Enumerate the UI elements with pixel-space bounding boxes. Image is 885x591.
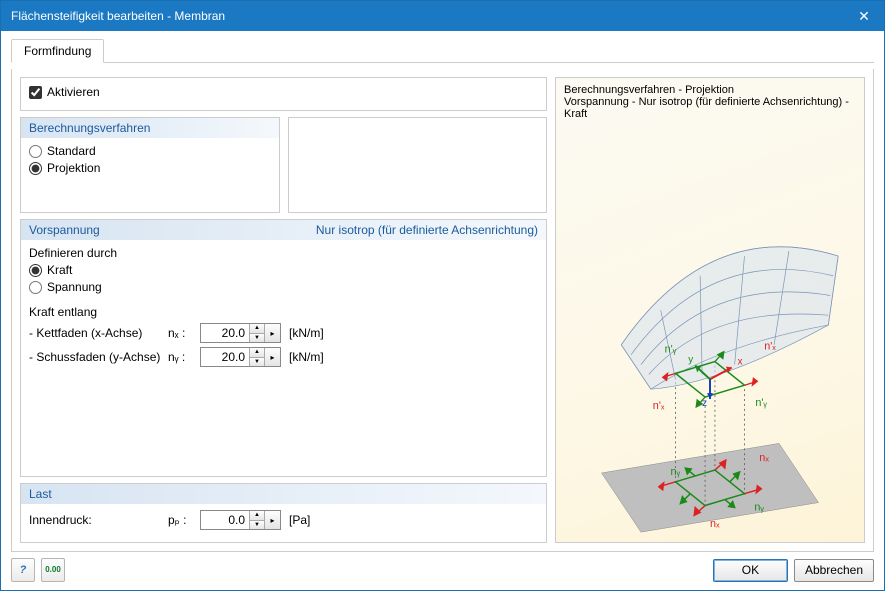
- prestress-group: Vorspannung Nur isotrop (für definierte …: [20, 219, 547, 477]
- label-nx-bottom2: nₓ: [759, 452, 769, 464]
- pressure-sym: pₚ :: [168, 513, 196, 527]
- row-pressure: Innendruck: pₚ : ▲ ▼ ▸ [Pa]: [29, 510, 538, 530]
- radio-stress[interactable]: Spannung: [29, 280, 538, 294]
- cancel-button[interactable]: Abbrechen: [794, 559, 874, 582]
- radio-standard-input[interactable]: [29, 145, 42, 158]
- pressure-picker-icon[interactable]: ▸: [264, 511, 280, 529]
- radio-projection[interactable]: Projektion: [29, 161, 271, 175]
- prestress-title-text: Vorspannung: [29, 223, 100, 237]
- prestress-title: Vorspannung Nur isotrop (für definierte …: [21, 220, 546, 240]
- label-ny-bottom2: nᵧ: [754, 501, 764, 513]
- tab-panel: Aktivieren Berechnungsverfahren Standard…: [11, 69, 874, 552]
- warp-sym: nₓ :: [168, 326, 196, 340]
- activate-checkbox-row[interactable]: Aktivieren: [29, 85, 538, 99]
- label-nxp2: n'ₓ: [653, 400, 665, 412]
- force-along-label: Kraft entlang: [29, 305, 538, 319]
- pressure-input[interactable]: [201, 511, 249, 529]
- radio-force-input[interactable]: [29, 264, 42, 277]
- radio-force-label: Kraft: [47, 263, 72, 277]
- nx-unit: [kN/m]: [289, 326, 324, 340]
- label-nyp: n'ᵧ: [665, 344, 677, 356]
- radio-stress-label: Spannung: [47, 280, 102, 294]
- pressure-down-icon[interactable]: ▼: [250, 521, 264, 530]
- define-by-label: Definieren durch: [29, 246, 538, 260]
- preview-panel: Berechnungsverfahren - Projektion Vorspa…: [555, 77, 865, 543]
- projection-diagram: nₓ nₓ nᵧ nᵧ: [556, 118, 864, 542]
- ny-input[interactable]: [201, 348, 249, 366]
- radio-standard[interactable]: Standard: [29, 144, 271, 158]
- label-z: z: [702, 398, 707, 409]
- prestress-note: Nur isotrop (für definierte Achsenrichtu…: [316, 223, 538, 237]
- load-group: Last Innendruck: pₚ : ▲ ▼ ▸ [Pa]: [20, 483, 547, 543]
- load-title: Last: [21, 484, 546, 504]
- window-title: Flächensteifigkeit bearbeiten - Membran: [11, 9, 844, 23]
- pressure-unit: [Pa]: [289, 513, 310, 527]
- label-x: x: [738, 357, 743, 368]
- ny-up-icon[interactable]: ▲: [250, 348, 264, 358]
- content-area: Formfindung Aktivieren Berechnungsverfah…: [1, 31, 884, 590]
- radio-force[interactable]: Kraft: [29, 263, 538, 277]
- close-icon[interactable]: ✕: [844, 1, 884, 31]
- pressure-spinner[interactable]: ▲ ▼ ▸: [200, 510, 281, 530]
- label-nx-bottom: nₓ: [710, 518, 720, 530]
- pressure-up-icon[interactable]: ▲: [250, 511, 264, 521]
- pressure-label: Innendruck:: [29, 513, 164, 527]
- warp-label: - Kettfaden (x-Achse): [29, 326, 164, 340]
- label-nxp: n'ₓ: [764, 341, 776, 353]
- info-line-2: Vorspannung - Nur isotrop (für definiert…: [564, 96, 856, 120]
- activate-group: Aktivieren: [20, 77, 547, 111]
- tab-formfindung[interactable]: Formfindung: [11, 39, 104, 63]
- nx-input[interactable]: [201, 324, 249, 342]
- dialog-window: Flächensteifigkeit bearbeiten - Membran …: [0, 0, 885, 591]
- calc-row: Berechnungsverfahren Standard Projektion: [20, 117, 547, 213]
- label-y: y: [688, 355, 693, 366]
- nx-picker-icon[interactable]: ▸: [264, 324, 280, 342]
- info-line-1: Berechnungsverfahren - Projektion: [564, 84, 856, 96]
- ok-button[interactable]: OK: [713, 559, 788, 582]
- left-column: Aktivieren Berechnungsverfahren Standard…: [20, 77, 547, 543]
- dialog-button-row: ? 0.00 OK Abbrechen: [11, 558, 874, 582]
- help-icon[interactable]: ?: [11, 558, 35, 582]
- nx-down-icon[interactable]: ▼: [250, 334, 264, 343]
- activate-checkbox[interactable]: [29, 86, 42, 99]
- row-nx: - Kettfaden (x-Achse) nₓ : ▲ ▼ ▸ [kN/m]: [29, 323, 538, 343]
- radio-stress-input[interactable]: [29, 281, 42, 294]
- ny-unit: [kN/m]: [289, 350, 324, 364]
- radio-standard-label: Standard: [47, 144, 96, 158]
- tab-strip: Formfindung: [11, 39, 874, 63]
- weft-sym: nᵧ :: [168, 350, 196, 364]
- calc-title: Berechnungsverfahren: [21, 118, 279, 138]
- calc-group-empty: [288, 117, 548, 213]
- ny-down-icon[interactable]: ▼: [250, 358, 264, 367]
- ny-spinner[interactable]: ▲ ▼ ▸: [200, 347, 281, 367]
- units-icon[interactable]: 0.00: [41, 558, 65, 582]
- label-nyp2: n'ᵧ: [755, 397, 767, 409]
- nx-up-icon[interactable]: ▲: [250, 324, 264, 334]
- radio-projection-label: Projektion: [47, 161, 100, 175]
- weft-label: - Schussfaden (y-Achse): [29, 350, 164, 364]
- calc-group: Berechnungsverfahren Standard Projektion: [20, 117, 280, 213]
- row-ny: - Schussfaden (y-Achse) nᵧ : ▲ ▼ ▸ [kN/m…: [29, 347, 538, 367]
- radio-projection-input[interactable]: [29, 162, 42, 175]
- activate-label: Aktivieren: [47, 85, 100, 99]
- titlebar: Flächensteifigkeit bearbeiten - Membran …: [1, 1, 884, 31]
- ny-picker-icon[interactable]: ▸: [264, 348, 280, 366]
- nx-spinner[interactable]: ▲ ▼ ▸: [200, 323, 281, 343]
